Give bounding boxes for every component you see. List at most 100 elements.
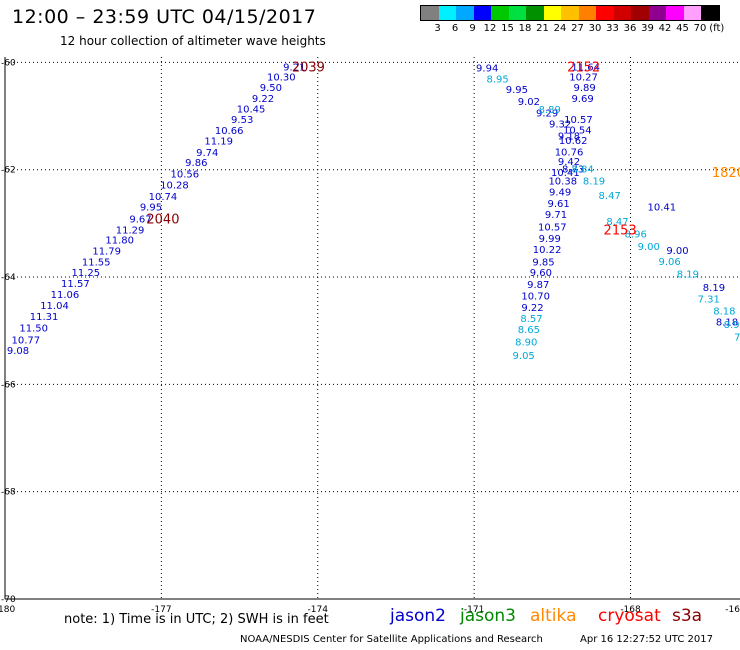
wave-height-point: 10.45 xyxy=(237,105,266,116)
wave-height-point: 11.25 xyxy=(71,268,100,279)
wave-height-point: 8.73 xyxy=(562,165,584,176)
wave-height-point: 9.95 xyxy=(506,85,528,96)
wave-height-point: 9.86 xyxy=(185,158,207,169)
wave-height-point: 9.00 xyxy=(638,242,660,253)
time-label: 2153 xyxy=(604,223,637,238)
wave-height-point: 11.50 xyxy=(19,323,48,334)
legend-swatch xyxy=(526,6,544,20)
wave-height-point: 9.00 xyxy=(666,246,688,257)
wave-height-point: 9.60 xyxy=(530,268,552,279)
wave-height-point: 9.21 xyxy=(283,63,305,74)
wave-height-point: 9.89 xyxy=(574,83,596,94)
wave-height-point: 9.42 xyxy=(558,157,580,168)
wave-height-point: 10.66 xyxy=(215,126,244,137)
legend-color-scale xyxy=(420,5,720,21)
wave-height-point: 8.89 xyxy=(539,105,561,116)
x-tick-label: -168 xyxy=(620,605,641,615)
wave-height-point: 9.50 xyxy=(260,83,282,94)
color-legend: 3 6 9 12 15 18 21 24 27 30 33 36 39 42 45 70 (ft) xyxy=(420,5,724,35)
credit-text: NOAA/NESDIS Center for Satellite Applica… xyxy=(240,634,543,645)
legend-swatch xyxy=(613,6,631,20)
wave-height-point: 8.19 xyxy=(677,269,699,280)
wave-height-point: 8.94 xyxy=(724,320,740,331)
legend-swatch xyxy=(543,6,561,20)
satellite-label-jason3: jason3 xyxy=(460,606,516,626)
legend-label: 9 xyxy=(469,23,476,34)
wave-height-point: 9.71 xyxy=(545,210,567,221)
satellite-label-jason2: jason2 xyxy=(390,606,446,626)
wave-height-point: 9.05 xyxy=(513,351,535,362)
wave-height-point: 7.76 xyxy=(734,333,740,344)
wave-height-point: 9.95 xyxy=(140,203,162,214)
legend-swatch xyxy=(508,6,526,20)
y-tick-label: -68 xyxy=(1,488,16,498)
satellite-label-altika: altika xyxy=(530,606,577,626)
wave-height-point: 11.79 xyxy=(92,247,121,258)
wave-height-point: 10.54 xyxy=(563,125,592,136)
wave-height-point: 11.06 xyxy=(51,290,80,301)
y-tick-label: -64 xyxy=(1,273,16,283)
wave-height-point: 8.47 xyxy=(606,217,628,228)
wave-height-point: 9.29 xyxy=(536,108,558,119)
legend-label: 3 xyxy=(434,23,441,34)
legend-swatch xyxy=(683,6,701,20)
wave-height-point: 8.57 xyxy=(520,314,542,325)
wave-height-point: 11.19 xyxy=(204,137,233,148)
legend-swatch xyxy=(438,6,456,20)
wave-height-point: 8.84 xyxy=(571,165,593,176)
wave-height-point: 8.18 xyxy=(713,306,735,317)
wave-height-point: 9.08 xyxy=(7,346,29,357)
wave-height-point: 10.62 xyxy=(559,136,588,147)
legend-swatch xyxy=(631,6,649,20)
wave-height-point: 8.18 xyxy=(716,318,738,329)
wave-height-point: 10.77 xyxy=(12,335,41,346)
wave-height-point: 10.56 xyxy=(171,169,200,180)
wave-height-point: 9.67 xyxy=(129,215,151,226)
y-tick-label: -62 xyxy=(1,166,16,176)
wave-height-point: 11.31 xyxy=(30,312,59,323)
wave-height-point: 11.57 xyxy=(61,279,90,290)
wave-height-point: 9.69 xyxy=(571,94,593,105)
wave-height-point: 11.80 xyxy=(105,235,134,246)
time-label: 2039 xyxy=(292,61,325,76)
legend-swatch xyxy=(561,6,579,20)
wave-height-point: 9.99 xyxy=(539,234,561,245)
legend-swatch xyxy=(491,6,509,20)
legend-swatch xyxy=(473,6,491,20)
wave-height-point: 7.31 xyxy=(698,294,720,305)
wave-height-point: 10.41 xyxy=(647,203,676,214)
wave-height-point: 10.74 xyxy=(149,192,178,203)
wave-height-point: 10.22 xyxy=(533,245,562,256)
y-tick-label: -66 xyxy=(1,380,16,390)
wave-height-point: 10.27 xyxy=(569,72,598,83)
legend-label: 39 xyxy=(641,23,654,34)
wave-height-point: 9.49 xyxy=(549,188,571,199)
footer-note: note: 1) Time is in UTC; 2) SWH is in fe… xyxy=(64,612,329,627)
legend-label: 6 xyxy=(451,23,459,34)
wave-height-point: 9.87 xyxy=(527,280,549,291)
wave-height-point: 9.22 xyxy=(521,303,543,314)
wave-height-point: 9.61 xyxy=(547,199,569,210)
wave-height-point: 11.29 xyxy=(116,225,145,236)
legend-labels: 3 6 9 12 15 18 21 24 27 30 33 36 39 42 45 70 (ft) xyxy=(420,21,724,35)
y-tick-label: -60 xyxy=(1,58,16,68)
wave-height-point: 9.94 xyxy=(476,64,498,75)
x-tick-label: -177 xyxy=(151,605,171,615)
x-tick-label: -180 xyxy=(0,605,15,615)
wave-height-point: 10.76 xyxy=(555,147,584,158)
wave-height-point: 10.28 xyxy=(160,181,189,192)
wave-height-point: 9.74 xyxy=(196,148,218,159)
legend-swatch xyxy=(648,6,666,20)
wave-height-point: 9.22 xyxy=(252,94,274,105)
legend-label: 30 xyxy=(588,23,602,34)
time-label: 2152 xyxy=(567,61,600,76)
wave-height-point: 8.96 xyxy=(625,230,647,241)
y-tick-label: -70 xyxy=(1,595,16,605)
wave-height-point: 9.53 xyxy=(231,115,253,126)
wave-height-point: 11.64 xyxy=(571,63,600,74)
legend-swatch xyxy=(578,6,596,20)
wave-height-point: 9.06 xyxy=(658,257,680,268)
wave-height-point: 8.47 xyxy=(599,191,621,202)
time-label: 2040 xyxy=(146,213,179,228)
